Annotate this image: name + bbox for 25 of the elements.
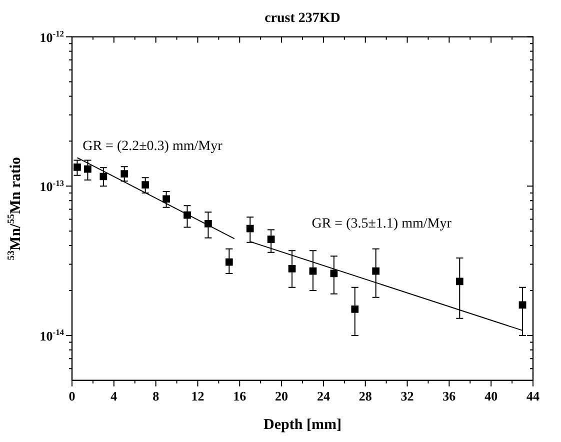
x-tick-label: 32 — [400, 388, 414, 404]
x-tick-label: 44 — [526, 388, 540, 404]
annotation: GR = (3.5±1.1) mm/Myr — [312, 216, 452, 232]
x-tick-label: 4 — [110, 388, 118, 404]
x-tick-label: 36 — [442, 388, 456, 404]
x-tick-label: 40 — [484, 388, 498, 404]
x-tick-label: 16 — [233, 388, 247, 404]
point — [267, 236, 275, 244]
point — [84, 165, 92, 173]
x-tick-label: 8 — [152, 388, 160, 404]
x-tick-label: 0 — [68, 388, 76, 404]
chart-title: crust 237KD — [264, 11, 340, 26]
y-axis-title: 53Mn/55Mn ratio — [6, 156, 24, 260]
point — [74, 163, 81, 171]
x-tick-label: 20 — [275, 388, 288, 404]
point — [204, 220, 212, 228]
x-tick-label: 28 — [358, 388, 372, 404]
point — [225, 258, 233, 266]
x-tick-label: 24 — [316, 388, 330, 404]
x-tick-label: 12 — [191, 388, 204, 404]
point — [351, 305, 359, 313]
annotation: GR = (2.2±0.3) mm/Myr — [82, 138, 223, 154]
point — [142, 181, 150, 189]
point — [120, 170, 128, 178]
x-axis-title: Depth [mm] — [264, 416, 342, 433]
